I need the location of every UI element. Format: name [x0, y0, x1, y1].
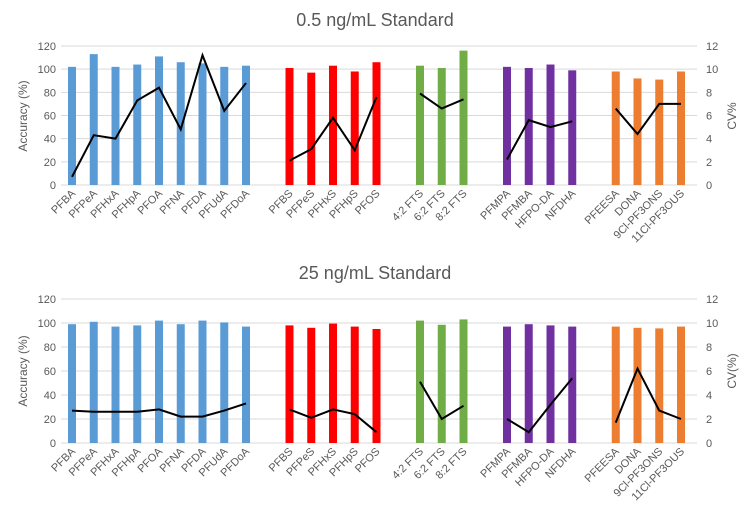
- bar-pfdoa: [242, 326, 250, 443]
- bar-dona: [633, 327, 642, 443]
- bar-9cl-pf3ons: [655, 79, 664, 185]
- y-tick-label: 120: [38, 294, 56, 306]
- bar-pfhps: [350, 326, 359, 443]
- y2-tick-label: 0: [706, 438, 712, 450]
- bar-hfpo-da: [546, 64, 555, 185]
- cv-line-ether-pfcas: [506, 118, 573, 161]
- y-tick-label: 0: [50, 438, 56, 450]
- y-tick-label: 60: [44, 366, 56, 378]
- chart-title: 25 ng/mL Standard: [299, 263, 451, 283]
- y2-tick-label: 6: [706, 366, 712, 378]
- y-tick-label: 60: [44, 111, 56, 123]
- bar-4-2-fts: [416, 65, 424, 185]
- y2-tick-label: 8: [706, 87, 712, 99]
- y2-tick-label: 12: [706, 294, 718, 306]
- chart-panel-25-standard: 25 ng/mL Standard Accuracy (%) CV(%) 0 0 2…: [16, 263, 739, 503]
- y2-tick-label: 0: [706, 180, 712, 192]
- y2-tick-label: 6: [706, 111, 712, 123]
- bar-pfmba: [524, 324, 533, 443]
- bar-pfmpa: [503, 326, 511, 443]
- bar-pfhxa: [111, 66, 120, 185]
- bar-pfhxa: [111, 326, 120, 443]
- bar-hfpo-da: [546, 325, 555, 443]
- bar-pfhps: [350, 71, 359, 185]
- y-axis-label: Accuracy (%): [16, 335, 30, 406]
- bar-pfna: [176, 324, 185, 443]
- bar-pfba: [68, 324, 76, 443]
- cv-line-ether-sulfonates: [614, 102, 681, 136]
- bar-pfbs: [285, 325, 294, 443]
- y-axis-label: Accuracy (%): [16, 80, 30, 151]
- bar-pfda: [198, 63, 207, 185]
- bar-pfeesa: [611, 71, 620, 185]
- bar-pfhxs: [329, 65, 337, 185]
- y-tick-label: 20: [44, 157, 56, 169]
- bar-pfbs: [285, 68, 294, 185]
- bar-pfos: [372, 62, 381, 185]
- bar-pfpea: [89, 321, 98, 443]
- bar-pfpes: [307, 72, 316, 185]
- y2-tick-label: 8: [706, 342, 712, 354]
- cv-line-ether-pfcas: [506, 377, 574, 434]
- y-tick-label: 80: [44, 87, 56, 99]
- chart-title: 0.5 ng/mL Standard: [296, 10, 453, 30]
- bar-pfhpa: [133, 325, 142, 443]
- bar-pfuda: [220, 66, 229, 185]
- cv-line-ether-sulfonates: [614, 366, 682, 423]
- y-tick-label: 100: [38, 318, 56, 330]
- y-tick-label: 80: [44, 342, 56, 354]
- y-tick-label: 40: [44, 390, 56, 402]
- bar-pfmpa: [503, 66, 511, 185]
- y-tick-label: 120: [38, 41, 56, 53]
- y-tick-label: 100: [38, 64, 56, 76]
- bar-pfuda: [220, 322, 229, 443]
- y-tick-label: 20: [44, 414, 56, 426]
- bar-pfos: [372, 329, 381, 443]
- y2-tick-label: 4: [706, 134, 712, 146]
- bar-pfpea: [89, 54, 98, 185]
- bar-nfdha: [568, 70, 577, 185]
- bar-pfeesa: [611, 326, 620, 443]
- bar-pfda: [198, 320, 207, 443]
- bar-pfoa: [155, 320, 163, 443]
- x-tick-label: PFOS: [353, 188, 383, 218]
- bar-pfhxs: [329, 323, 337, 443]
- bar-pfna: [176, 62, 185, 185]
- bar-pfmba: [524, 68, 533, 185]
- y-tick-label: 40: [44, 134, 56, 146]
- bar-9cl-pf3ons: [655, 328, 664, 443]
- bar-8-2-fts: [459, 319, 468, 443]
- x-tick-label: PFOS: [353, 446, 383, 476]
- bar-11cl-pf3ous: [677, 326, 685, 443]
- bar-pfpes: [307, 327, 316, 443]
- chart-panel-0p5-standard: 0.5 ng/mL Standard Accuracy (%) CV% 0 0 20…: [16, 10, 739, 245]
- bar-pfba: [68, 66, 76, 185]
- y2-tick-label: 4: [706, 390, 712, 402]
- y2-axis-label: CV(%): [725, 353, 739, 388]
- bar-pfoa: [155, 56, 163, 185]
- y2-tick-label: 10: [706, 318, 718, 330]
- y2-tick-label: 2: [706, 414, 712, 426]
- bar-pfdoa: [242, 65, 250, 185]
- y2-tick-label: 10: [706, 64, 718, 76]
- bar-nfdha: [568, 326, 577, 443]
- y2-tick-label: 2: [706, 157, 712, 169]
- bar-6-2-fts: [437, 68, 446, 185]
- y-tick-label: 0: [50, 180, 56, 192]
- bar-8-2-fts: [459, 50, 468, 186]
- bar-6-2-fts: [437, 324, 446, 443]
- y2-tick-label: 12: [706, 41, 718, 53]
- bar-dona: [633, 78, 642, 185]
- bar-pfhpa: [133, 64, 142, 185]
- bar-11cl-pf3ous: [677, 71, 685, 185]
- y2-axis-label: CV%: [725, 102, 739, 130]
